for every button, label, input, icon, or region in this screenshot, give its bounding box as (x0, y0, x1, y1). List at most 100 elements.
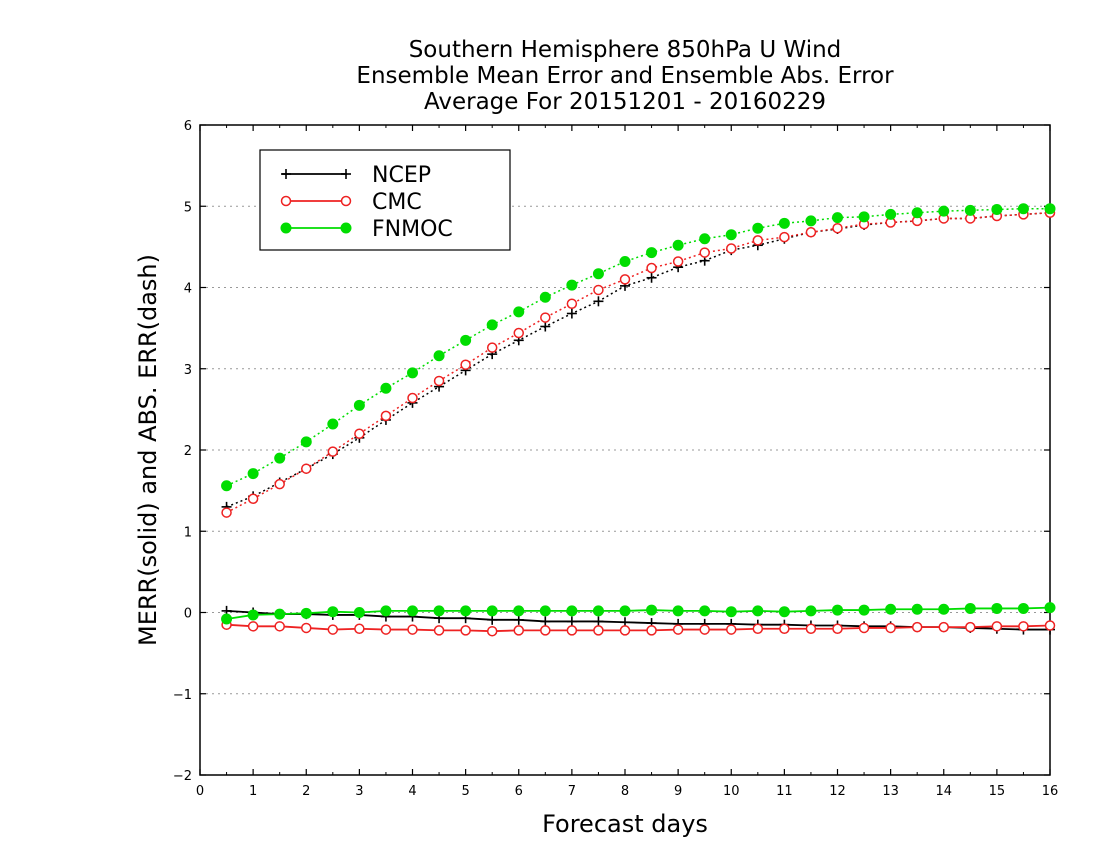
series-fnmoc-merr-point (380, 605, 392, 617)
series-ncep-merr-point (566, 616, 577, 627)
series-fnmoc-abs-err-point (353, 399, 365, 411)
series-cmc-merr-point (433, 625, 445, 636)
series-cmc-merr-point (991, 621, 1003, 632)
series-cmc-abs-err-line (226, 212, 1051, 514)
series-cmc-merr-point (593, 625, 604, 636)
y-tick-label: 4 (184, 282, 192, 297)
series-fnmoc-abs-err-point (911, 207, 923, 219)
series-cmc-merr-point (327, 624, 339, 635)
series-fnmoc-merr-point (300, 607, 312, 619)
legend-marker-right (340, 222, 352, 234)
chart-title-line-2: Ensemble Mean Error and Ensemble Abs. Er… (356, 63, 894, 89)
series-fnmoc-merr-point (911, 603, 923, 615)
series-fnmoc-abs-err-point (646, 247, 658, 259)
series-fnmoc-merr-point (1017, 602, 1029, 614)
series-cmc-merr-point (540, 625, 551, 636)
x-tick-label: 2 (302, 784, 310, 799)
series-cmc-abs-err-point (752, 235, 764, 246)
series-fnmoc-abs-err-point (725, 229, 737, 241)
series-fnmoc-abs-err-point (539, 291, 551, 303)
series-fnmoc-abs-err-point (858, 211, 870, 223)
y-tick-label: 0 (184, 607, 192, 622)
x-tick-label: 10 (723, 784, 740, 799)
series-fnmoc-abs-err-point (619, 256, 631, 267)
series-cmc-merr-point (354, 623, 365, 634)
series-fnmoc-abs-err-point (380, 382, 392, 394)
series-cmc-merr-point (513, 625, 524, 636)
series-fnmoc-merr-point (885, 603, 897, 615)
x-tick-label: 3 (355, 784, 363, 799)
series-cmc-abs-err-point (354, 428, 365, 439)
legend-marker-left (281, 169, 291, 179)
series-fnmoc-merr-point (752, 605, 764, 617)
series-fnmoc-abs-err-point (327, 418, 339, 430)
chart-title-line-3: Average For 20151201 - 20160229 (423, 89, 827, 115)
series-ncep-merr-point (487, 614, 498, 625)
series-fnmoc-merr-point (460, 605, 472, 617)
series-fnmoc-abs-err-point (460, 334, 472, 346)
series-fnmoc-abs-err-point (752, 222, 764, 234)
x-tick-label: 9 (674, 784, 682, 799)
legend-item-ncep: NCEP (281, 163, 431, 188)
x-axis-label: Forecast days (542, 810, 708, 838)
legend-label-ncep: NCEP (372, 163, 431, 188)
series-cmc-merr-point (911, 621, 923, 633)
series-cmc-abs-err-point (699, 247, 710, 258)
series-cmc-merr-point (726, 624, 737, 635)
series-cmc-abs-err-point (380, 410, 392, 422)
series-cmc-merr-point (752, 623, 764, 634)
series-cmc-abs-err-point (221, 507, 232, 518)
series-fnmoc-abs-err-point (991, 204, 1003, 215)
x-tick-label: 5 (461, 784, 469, 799)
series-cmc-merr-point (885, 622, 896, 634)
series-fnmoc-merr-point (513, 605, 525, 617)
series-cmc-merr-point (301, 622, 312, 634)
series-fnmoc-abs-err-point (964, 204, 976, 216)
x-tick-label: 12 (829, 784, 846, 799)
series-cmc-abs-err-point (407, 392, 418, 404)
series-cmc-abs-err-point (619, 274, 631, 285)
y-tick-label: −1 (173, 688, 192, 703)
series-cmc-merr-point (938, 621, 949, 633)
legend-label-cmc: CMC (372, 190, 422, 215)
grid-lines (200, 205, 1050, 695)
series-cmc-abs-err-point (646, 262, 657, 274)
series-cmc-abs-err-point (486, 342, 498, 353)
series-fnmoc-merr-point (778, 606, 790, 618)
series-cmc-abs-err-point (805, 227, 817, 238)
x-tick-label: 15 (989, 784, 1006, 799)
x-tick-label: 7 (568, 784, 576, 799)
series-fnmoc-merr-point (592, 605, 604, 617)
series-ncep-abs-err-point (593, 296, 604, 307)
series-cmc-merr-point (486, 625, 498, 637)
series-fnmoc-merr-point (327, 606, 339, 618)
legend-item-cmc: CMC (280, 190, 422, 215)
series-fnmoc-abs-err-point (592, 268, 604, 280)
series-fnmoc-merr-line (226, 606, 1051, 620)
series-ncep-abs-err-point (646, 272, 657, 283)
series-ncep-merr-point (540, 616, 551, 627)
series-layer (221, 203, 1056, 637)
legend-marker-left (280, 222, 292, 234)
series-fnmoc-abs-err-point (247, 468, 259, 480)
series-cmc-abs-err-point (832, 222, 843, 234)
legend-marker-right (341, 169, 351, 179)
series-fnmoc-merr-point (991, 602, 1003, 614)
series-cmc-abs-err-point (301, 463, 312, 474)
series-fnmoc-abs-err-point (566, 279, 578, 291)
series-cmc-merr-point (1044, 620, 1056, 631)
series-fnmoc-abs-err-point (486, 319, 498, 331)
y-axis-label: MERR(solid) and ABS. ERR(dash) (134, 254, 162, 646)
series-fnmoc-merr-point (353, 607, 365, 618)
series-cmc-merr-point (805, 623, 817, 634)
series-fnmoc-abs-err-point (672, 239, 684, 251)
y-tick-label: 1 (184, 525, 192, 540)
x-tick-label: 1 (249, 784, 257, 799)
series-cmc-abs-err-point (593, 284, 604, 296)
series-cmc-merr-point (646, 625, 657, 636)
series-cmc-abs-err-point (274, 478, 285, 490)
series-cmc (221, 207, 1056, 637)
y-tick-label: 6 (184, 119, 192, 134)
